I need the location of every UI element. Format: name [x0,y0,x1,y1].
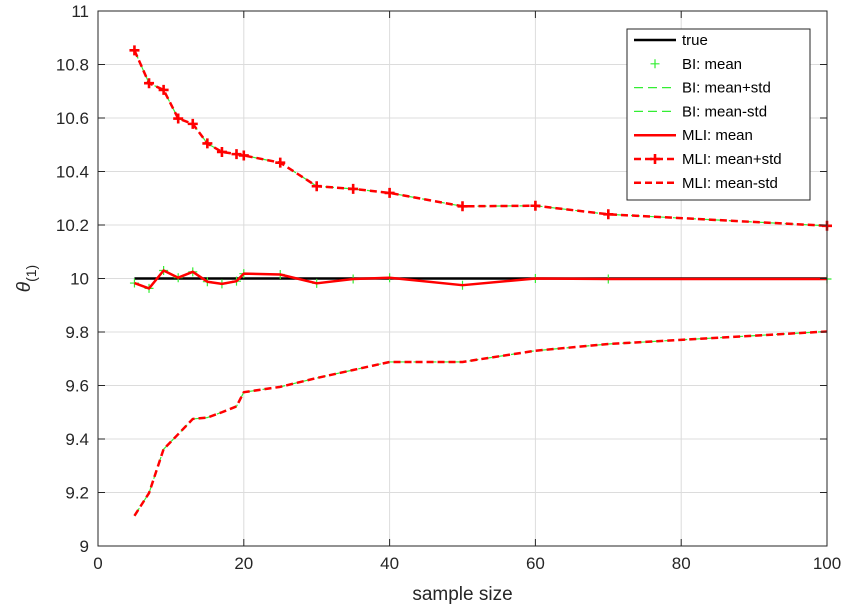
data-point-mli-mean-std [216,146,227,157]
legend: true BI: mean BI: mean+std BI: mean-std MLI:… [626,28,811,201]
data-point-mli-mean-std [348,183,359,194]
data-point-mli-mean-std [530,200,541,211]
y-tick-label: 11 [71,2,89,21]
x-tick-label: 60 [526,554,545,573]
x-tick-label: 20 [234,554,253,573]
x-axis-label: sample size [412,584,512,605]
legend-item-bi-mean: BI: mean [650,56,742,73]
data-point-mli-mean-std [603,209,614,220]
data-point-mli-mean-std [158,84,169,95]
legend-swatch-marker [650,59,660,69]
y-axis-label: θ(1) [14,265,39,292]
series-line-bi-mean-std [133,50,828,227]
data-point-mli-mean-std [129,45,140,56]
series-line-mli-mean [134,269,827,290]
data-point-mli-mean-std [187,118,198,129]
data-point-mli-mean-std [173,113,184,124]
series-group [129,45,832,517]
data-point-mli-mean-std [231,149,242,160]
y-tick-label: 10.4 [56,163,89,182]
data-point-mli-mean-std [144,78,155,89]
data-point-mli-mean-std [457,201,468,212]
legend-item-mli-mean-std: MLI: mean-std [634,175,778,192]
data-point-mli-mean-std [238,150,249,161]
legend-label: BI: mean-std [682,103,767,120]
series-line-mli-mean-std [133,330,828,517]
legend-label: BI: mean [682,56,742,73]
series-bi-mean-std [133,50,828,227]
y-tick-label: 9 [80,537,89,556]
y-tick-label: 10 [70,270,89,289]
data-point-mli-mean-std [275,157,286,168]
legend-box [626,28,811,201]
ticks: 0 20 40 60 80 100 9 9.2 9.4 9.6 9.8 10 10.2 10.4 10.6 1… [56,2,841,573]
x-tick-label: 0 [93,554,102,573]
legend-label: MLI: mean+std [682,151,782,168]
y-axis-label-main: θ [14,281,35,292]
y-tick-label: 10.2 [56,216,89,235]
series-mli-mean [134,269,827,290]
legend-label: MLI: mean-std [682,175,778,192]
data-point-mli-mean-std [202,138,213,149]
legend-item-true: true [634,32,708,49]
legend-swatch-marker [650,154,660,164]
y-tick-label: 9.2 [65,484,89,503]
y-tick-label: 9.6 [65,377,89,396]
y-tick-label: 10.8 [56,56,89,75]
legend-item-mli-mean: MLI: mean [634,127,753,144]
data-point-mli-mean-std [384,187,395,198]
y-tick-label: 10.6 [56,109,89,128]
y-tick-label: 9.4 [65,430,89,449]
legend-item-bi-mean-std: BI: mean+std [634,80,771,97]
y-tick-label: 9.8 [65,323,89,342]
x-tick-label: 40 [380,554,399,573]
x-tick-label: 80 [672,554,691,573]
x-tick-label: 100 [813,554,841,573]
legend-label: true [682,32,708,49]
legend-label: MLI: mean [682,127,753,144]
data-point-mli-mean-std [311,181,322,192]
legend-item-mli-mean-std: MLI: mean+std [634,151,782,168]
legend-item-bi-mean-std: BI: mean-std [634,103,767,120]
series-mli-mean-std [129,45,832,231]
y-axis-label-subscript: (1) [23,265,39,282]
legend-label: BI: mean+std [682,80,771,97]
series-mli-mean-std [133,330,828,517]
